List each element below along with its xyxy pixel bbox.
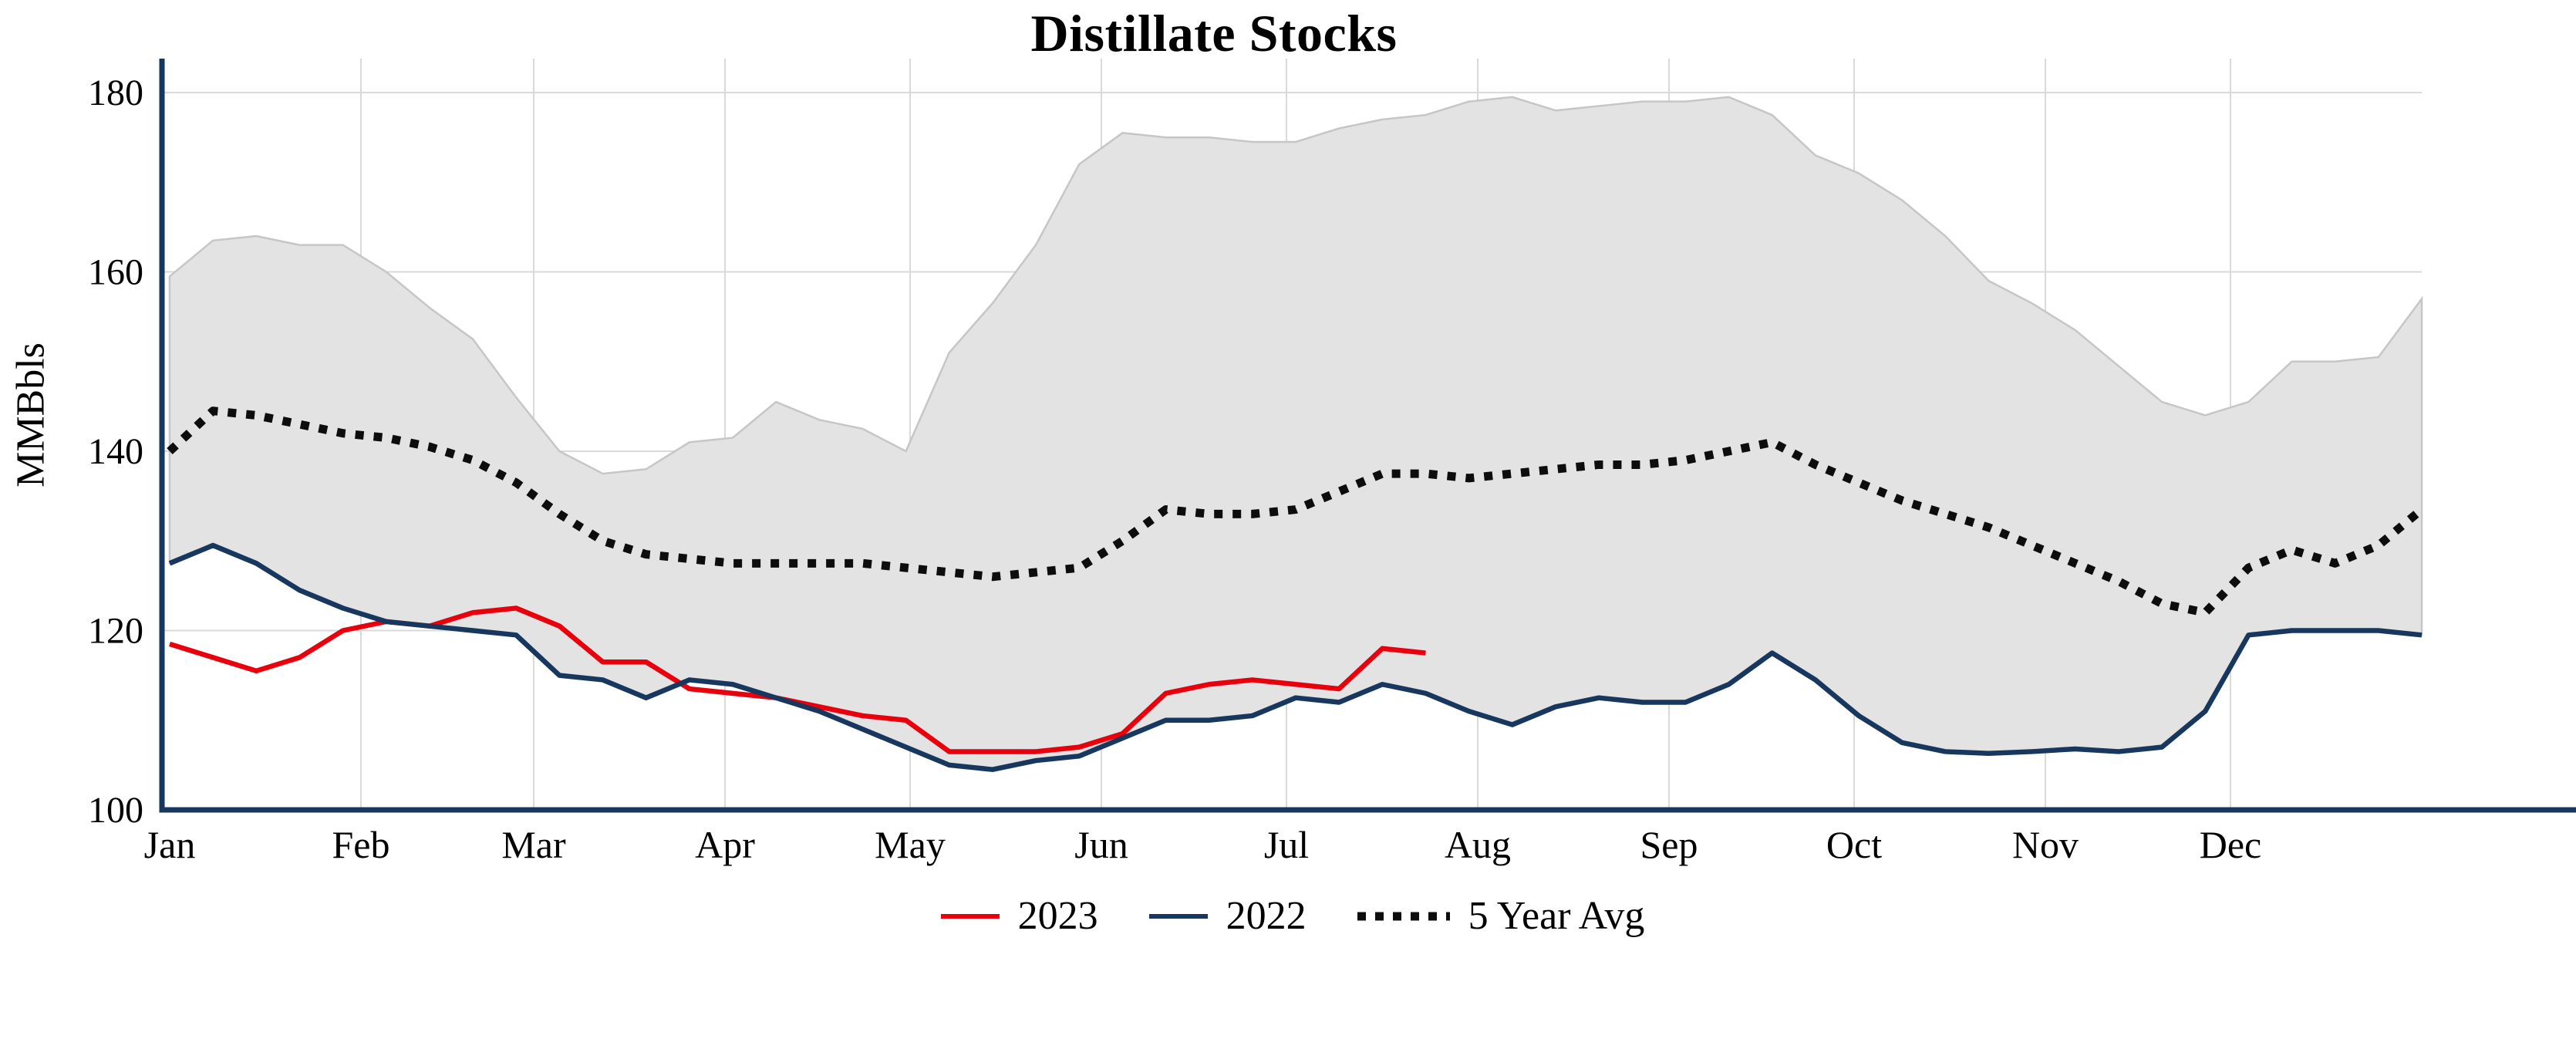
legend-swatch-2022-line: [1148, 913, 1208, 919]
y-tick-label: 140: [88, 431, 143, 472]
x-tick-label: Dec: [2200, 823, 2262, 866]
x-tick-label: Feb: [332, 823, 390, 866]
y-tick-label: 120: [88, 611, 143, 652]
x-tick-label: Mar: [501, 823, 566, 866]
series-line-5-year-avg: [167, 406, 2425, 617]
x-tick-label: Apr: [695, 823, 755, 866]
x-tick-label: May: [875, 823, 946, 866]
x-tick-label: Jan: [144, 823, 196, 866]
legend-item-2022: 2022: [1148, 893, 1307, 939]
x-tick-label: Nov: [2012, 823, 2079, 866]
y-tick-label: 180: [88, 73, 143, 113]
legend: 2023 2022 5 Year Avg: [162, 893, 2422, 939]
legend-item-5yr-avg: 5 Year Avg: [1356, 893, 1645, 939]
x-tick-label: Oct: [1826, 823, 1882, 866]
legend-swatch-2023-line: [940, 913, 1000, 919]
legend-swatch-5yr-avg-line: [1357, 912, 1450, 920]
y-tick-label: 160: [88, 252, 143, 293]
y-tick-label: 100: [88, 790, 143, 831]
legend-label-2022: 2022: [1226, 894, 1307, 938]
x-tick-label: Jun: [1074, 823, 1128, 866]
x-tick-label: Aug: [1445, 823, 1511, 866]
x-tick-label: Jul: [1264, 823, 1309, 866]
chart-title: Distillate Stocks: [1030, 4, 1398, 62]
legend-label-2023: 2023: [1017, 894, 1098, 938]
legend-item-2023: 2023: [939, 893, 1098, 939]
x-tick-label: Sep: [1640, 823, 1698, 866]
legend-label-5yr-avg: 5 Year Avg: [1468, 894, 1645, 938]
five-year-range-band: [168, 96, 2423, 771]
series-line-2022: [168, 542, 2423, 772]
